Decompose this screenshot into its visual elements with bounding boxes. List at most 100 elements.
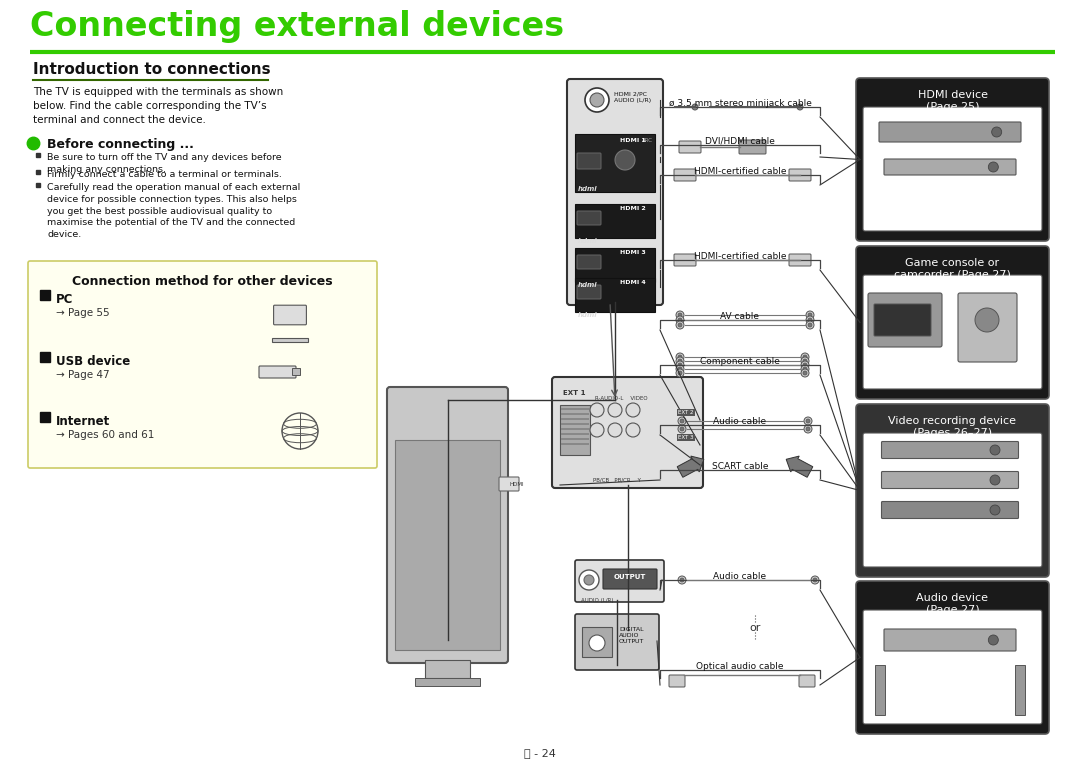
Circle shape: [678, 371, 681, 375]
FancyBboxPatch shape: [881, 442, 1018, 459]
Bar: [415, 678, 480, 686]
Text: The TV is equipped with the terminals as shown
below. Find the cable correspondi: The TV is equipped with the terminals as…: [33, 87, 283, 125]
Circle shape: [808, 323, 812, 327]
Text: hdmi: hdmi: [578, 238, 597, 244]
Circle shape: [808, 313, 812, 317]
Circle shape: [804, 417, 812, 425]
Text: ø 3.5 mm stereo minijack cable: ø 3.5 mm stereo minijack cable: [669, 99, 811, 108]
Bar: [40, 352, 50, 362]
FancyBboxPatch shape: [881, 472, 1018, 488]
Circle shape: [678, 318, 681, 322]
FancyBboxPatch shape: [958, 293, 1017, 362]
Circle shape: [808, 318, 812, 322]
Text: HDMI-certified cable: HDMI-certified cable: [693, 252, 786, 261]
Text: HDMI 1: HDMI 1: [620, 138, 646, 143]
FancyBboxPatch shape: [789, 254, 811, 266]
FancyBboxPatch shape: [259, 366, 296, 378]
FancyBboxPatch shape: [679, 141, 701, 153]
Text: SCART cable: SCART cable: [712, 462, 768, 471]
Circle shape: [585, 88, 609, 112]
FancyBboxPatch shape: [577, 255, 600, 269]
Circle shape: [626, 403, 640, 417]
Text: HDMI 3: HDMI 3: [620, 250, 646, 255]
FancyBboxPatch shape: [739, 140, 766, 154]
Circle shape: [801, 365, 809, 373]
Bar: [561, 443, 589, 445]
Bar: [575, 278, 654, 312]
FancyBboxPatch shape: [603, 569, 657, 589]
Text: → Page 55: → Page 55: [56, 308, 110, 318]
FancyBboxPatch shape: [863, 610, 1042, 724]
Text: or: or: [750, 623, 760, 633]
Circle shape: [678, 359, 681, 363]
Circle shape: [990, 505, 1000, 515]
Text: Video recording device
(Pages 26–27): Video recording device (Pages 26–27): [889, 416, 1016, 438]
Circle shape: [678, 576, 686, 584]
FancyBboxPatch shape: [575, 560, 664, 602]
Text: Game console or
camcorder (Page 27): Game console or camcorder (Page 27): [894, 258, 1011, 279]
Circle shape: [797, 104, 804, 110]
Circle shape: [676, 357, 684, 365]
Bar: [292, 368, 300, 375]
FancyBboxPatch shape: [799, 675, 815, 687]
Text: hdmi: hdmi: [578, 186, 597, 192]
Bar: [561, 428, 589, 430]
Circle shape: [806, 419, 810, 423]
Circle shape: [590, 423, 604, 437]
Circle shape: [608, 423, 622, 437]
Text: Optical audio cable: Optical audio cable: [697, 662, 784, 671]
FancyBboxPatch shape: [863, 433, 1042, 567]
Text: EXT 2: EXT 2: [678, 410, 693, 415]
Circle shape: [680, 419, 684, 423]
Text: Firmly connect a cable to a terminal or terminals.: Firmly connect a cable to a terminal or …: [48, 170, 282, 179]
Circle shape: [676, 311, 684, 319]
Circle shape: [676, 365, 684, 373]
Bar: [582, 627, 612, 657]
Circle shape: [804, 359, 807, 363]
Text: PC: PC: [56, 293, 73, 306]
Text: → Pages 60 and 61: → Pages 60 and 61: [56, 430, 154, 440]
FancyBboxPatch shape: [885, 159, 1016, 175]
Text: R-AUDIO-L    VIDEO: R-AUDIO-L VIDEO: [595, 396, 648, 401]
Text: USB device: USB device: [56, 355, 131, 368]
Text: hdmi: hdmi: [578, 282, 597, 288]
Text: EXT 3: EXT 3: [678, 435, 693, 440]
Circle shape: [804, 367, 807, 371]
FancyBboxPatch shape: [856, 581, 1049, 734]
Circle shape: [801, 361, 809, 369]
Text: HDMI 2: HDMI 2: [620, 206, 646, 211]
Bar: [575, 248, 654, 282]
FancyArrow shape: [677, 456, 704, 478]
Text: HDMI: HDMI: [509, 482, 524, 487]
FancyBboxPatch shape: [575, 614, 659, 670]
Circle shape: [626, 423, 640, 437]
Text: Audio cable: Audio cable: [714, 417, 767, 426]
Bar: [561, 408, 589, 410]
Text: Before connecting ...: Before connecting ...: [48, 138, 194, 151]
Circle shape: [991, 127, 1001, 137]
Text: Audio device
(Page 27): Audio device (Page 27): [917, 593, 988, 615]
Text: Be sure to turn off the TV and any devices before
making any connections.: Be sure to turn off the TV and any devic…: [48, 153, 282, 174]
Text: Internet: Internet: [56, 415, 110, 428]
FancyBboxPatch shape: [856, 78, 1049, 241]
FancyBboxPatch shape: [863, 275, 1042, 389]
FancyBboxPatch shape: [879, 122, 1021, 142]
FancyArrow shape: [786, 456, 813, 478]
FancyBboxPatch shape: [669, 675, 685, 687]
Circle shape: [678, 355, 681, 359]
Circle shape: [678, 323, 681, 327]
FancyBboxPatch shape: [789, 169, 811, 181]
Text: Connecting external devices: Connecting external devices: [30, 10, 564, 43]
Circle shape: [811, 576, 819, 584]
FancyBboxPatch shape: [885, 629, 1016, 651]
FancyBboxPatch shape: [28, 261, 377, 468]
Circle shape: [692, 104, 698, 110]
Circle shape: [975, 308, 999, 332]
Circle shape: [608, 403, 622, 417]
FancyBboxPatch shape: [874, 304, 931, 336]
FancyBboxPatch shape: [273, 305, 307, 325]
Bar: [40, 290, 50, 300]
Circle shape: [590, 93, 604, 107]
Text: HDMI device
(Page 25): HDMI device (Page 25): [918, 90, 987, 111]
Circle shape: [988, 162, 998, 172]
